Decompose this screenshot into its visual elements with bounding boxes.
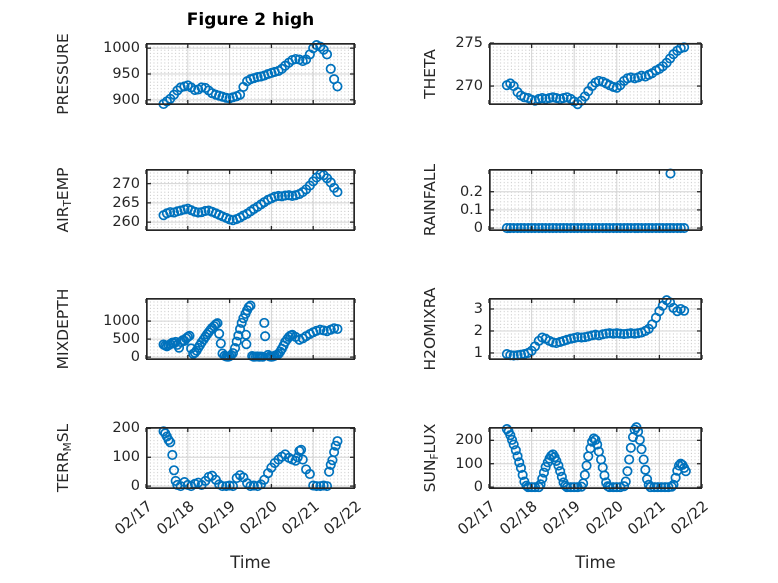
plot-area-mixdepth — [145, 298, 356, 362]
y-tick-label: 1 — [473, 344, 483, 361]
x-axis-title: Time — [230, 553, 271, 572]
plot-area-h2omixra — [488, 295, 703, 361]
y-tick-label: 260 — [112, 214, 140, 231]
subplot-h2omixra: H2OMIXRA 1 2 3 — [421, 287, 703, 371]
x-axis-title: Time — [575, 553, 616, 572]
y-label-subscript: F — [429, 453, 441, 460]
subplot-sun-flux: SUNFLUX Time 0 100 200 02/17 02/18 02/19 02/20… — [421, 422, 712, 572]
y-axis-label-terr-msl: TERRMSL — [54, 424, 74, 492]
y-tick-label: 200 — [455, 432, 483, 449]
subplot-terr-msl: TERRMSL Time 0 100 200 02/17 02/18 02/19 02/20… — [54, 420, 365, 572]
y-label-subscript: T — [62, 200, 74, 207]
y-label-subscript: M — [62, 442, 74, 452]
y-tick-label: 0 — [473, 220, 483, 237]
y-label-text: SUN — [421, 459, 439, 493]
y-tick-label: 900 — [112, 91, 140, 108]
y-tick-label: 100 — [455, 455, 483, 472]
y-label-text: AIR — [54, 206, 72, 233]
y-label-text: TERR — [54, 451, 72, 493]
y-label-text: EMP — [54, 167, 72, 201]
y-label-text: PRESSURE — [54, 33, 72, 115]
x-tick-label: 02/18 — [496, 497, 542, 539]
y-tick-label: 0.1 — [459, 201, 483, 218]
y-tick-label: 0 — [130, 349, 140, 366]
x-tick-label: 02/20 — [581, 497, 627, 539]
y-tick-label: 0 — [130, 478, 140, 495]
y-tick-label: 265 — [112, 194, 140, 211]
y-tick-label: 200 — [112, 420, 140, 437]
y-label-text: SL — [54, 423, 72, 443]
x-tick-label: 02/22 — [319, 497, 365, 539]
plot-area-sun-flux — [488, 422, 703, 493]
y-axis-label-mixdepth: MIXDEPTH — [54, 289, 74, 370]
x-tick-label: 02/21 — [278, 497, 323, 539]
x-tick-label: 02/21 — [624, 497, 669, 539]
x-tick-label: 02/17 — [110, 497, 156, 539]
plot-area-rainfall — [488, 168, 703, 234]
y-label-text: H2OMIXRA — [421, 287, 439, 371]
y-tick-label: 1000 — [103, 313, 140, 330]
subplot-mixdepth: MIXDEPTH 0 500 1000 — [54, 289, 356, 369]
x-tick-label: 02/17 — [453, 497, 499, 539]
x-tick-label: 02/19 — [539, 497, 584, 539]
y-axis-label-sun-flux: SUNFLUX — [421, 424, 441, 493]
y-tick-label: 275 — [455, 35, 483, 51]
subplot-pressure: PRESSURE 900 950 1000 — [54, 33, 356, 115]
x-tick-label: 02/22 — [666, 497, 712, 539]
x-tick-label: 02/19 — [194, 497, 240, 539]
figure-title: Figure 2 high — [186, 10, 315, 30]
y-tick-label: 2 — [473, 322, 483, 339]
subplot-theta: THETA 270 275 — [421, 35, 703, 110]
plot-area-pressure — [145, 40, 356, 110]
y-label-text: RAINFALL — [421, 163, 439, 237]
y-tick-label: 3 — [473, 300, 483, 317]
y-tick-label: 270 — [455, 78, 483, 95]
y-tick-label: 1000 — [103, 40, 140, 57]
y-axis-label-pressure: PRESSURE — [54, 33, 74, 115]
y-tick-label: 100 — [112, 449, 140, 466]
y-tick-label: 950 — [112, 66, 140, 82]
x-tick-label: 02/20 — [236, 497, 281, 539]
plot-area-theta — [488, 42, 703, 110]
y-label-text: MIXDEPTH — [54, 288, 72, 370]
x-tick-label: 02/18 — [152, 497, 198, 539]
y-axis-label-theta: THETA — [421, 49, 441, 99]
y-label-text: LUX — [421, 423, 439, 454]
y-axis-label-rainfall: RAINFALL — [421, 164, 441, 236]
plot-area-air-temp — [145, 169, 356, 231]
y-axis-label-air-temp: AIRTEMP — [54, 168, 74, 233]
y-tick-label: 270 — [112, 175, 140, 192]
y-tick-label: 0.2 — [459, 183, 483, 200]
y-label-text: THETA — [421, 49, 439, 99]
y-tick-label: 0 — [473, 479, 483, 496]
y-axis-label-h2omixra: H2OMIXRA — [421, 287, 441, 370]
plot-area-terr-msl — [145, 426, 356, 492]
subplot-air-temp: AIRTEMP 260 265 270 — [54, 168, 356, 232]
subplot-rainfall: RAINFALL 0 0.1 0.2 — [421, 164, 703, 236]
y-tick-label: 500 — [112, 331, 140, 348]
